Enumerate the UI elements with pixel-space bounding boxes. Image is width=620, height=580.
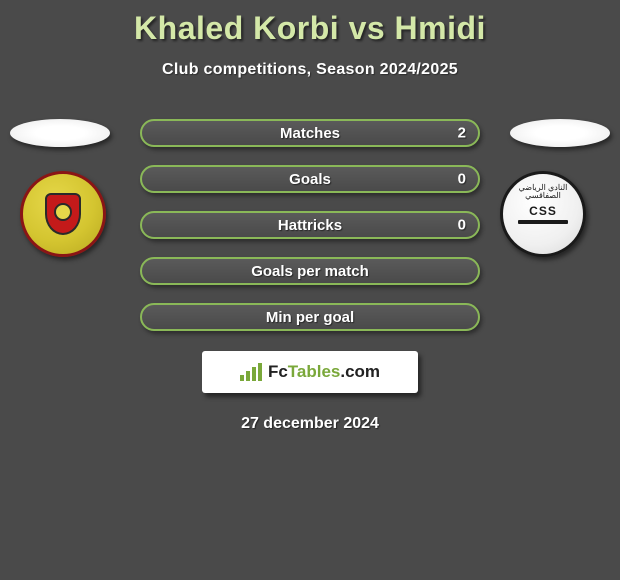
stat-label: Min per goal	[266, 309, 354, 326]
main-area: النادي الرياضي الصفاقسي CSS Matches 2 Go…	[0, 119, 620, 433]
stat-row-min-per-goal: Min per goal	[140, 303, 480, 331]
stat-row-goals-per-match: Goals per match	[140, 257, 480, 285]
stat-row-goals: Goals 0	[140, 165, 480, 193]
brand-prefix: Fc	[268, 362, 288, 381]
stat-value-right: 0	[458, 217, 466, 234]
player-marker-left	[10, 119, 110, 147]
stat-label: Hattricks	[278, 217, 342, 234]
brand-tld: .com	[340, 362, 380, 381]
shield-icon	[45, 193, 81, 235]
stat-label: Goals per match	[251, 263, 369, 280]
crest-arabic-text: النادي الرياضي الصفاقسي	[513, 184, 573, 200]
stat-label: Matches	[280, 125, 340, 142]
bar-chart-icon	[240, 363, 262, 381]
crest-bar-icon	[518, 220, 568, 224]
stat-label: Goals	[289, 171, 331, 188]
page-title: Khaled Korbi vs Hmidi	[134, 10, 486, 47]
subtitle: Club competitions, Season 2024/2025	[162, 61, 458, 79]
stat-row-hattricks: Hattricks 0	[140, 211, 480, 239]
date-text: 27 december 2024	[241, 415, 379, 433]
player-marker-right	[510, 119, 610, 147]
crest-abbr: CSS	[518, 204, 568, 218]
stat-row-matches: Matches 2	[140, 119, 480, 147]
club-crest-left	[20, 171, 120, 257]
stat-value-right: 0	[458, 171, 466, 188]
brand-text: FcTables.com	[268, 362, 380, 382]
club-crest-right: النادي الرياضي الصفاقسي CSS	[500, 171, 600, 257]
brand-suffix: Tables	[288, 362, 341, 381]
brand-box: FcTables.com	[202, 351, 418, 393]
stat-value-right: 2	[458, 125, 466, 142]
